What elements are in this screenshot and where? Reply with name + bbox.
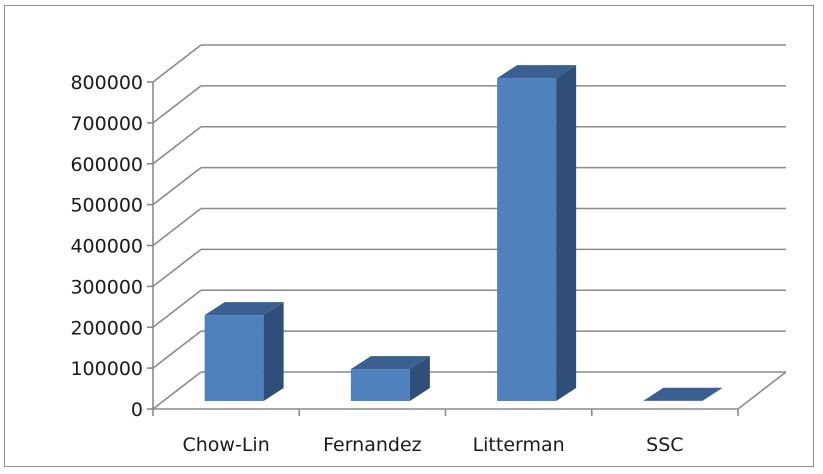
gridline-diagonal bbox=[152, 44, 202, 83]
gridline-diagonal bbox=[152, 85, 202, 124]
y-tick-label: 400000 bbox=[70, 236, 143, 258]
bar-top bbox=[497, 65, 577, 79]
gridline-diagonal bbox=[152, 126, 202, 165]
y-tick-label: 100000 bbox=[70, 358, 143, 380]
bar-top bbox=[643, 387, 723, 401]
bar-top bbox=[350, 356, 430, 370]
y-tick-label: 700000 bbox=[70, 113, 143, 135]
gridline-diagonal bbox=[152, 330, 202, 369]
y-tick-label: 200000 bbox=[70, 317, 143, 339]
x-category-label: Fernandez bbox=[323, 434, 422, 456]
bar-front bbox=[497, 78, 557, 402]
y-tick-label: 500000 bbox=[70, 195, 143, 217]
y-tick-label: 600000 bbox=[70, 154, 143, 176]
bar-side bbox=[702, 387, 723, 401]
bar-side bbox=[263, 302, 284, 401]
axis-layer bbox=[147, 81, 787, 416]
bar-side bbox=[409, 356, 430, 401]
y-tick-label: 0 bbox=[131, 399, 143, 421]
x-category-label: Litterman bbox=[473, 434, 565, 456]
x-category-label: Chow-Lin bbox=[183, 434, 270, 456]
bar-front bbox=[204, 315, 264, 401]
y-tick-label: 800000 bbox=[70, 72, 143, 94]
bar-side bbox=[556, 65, 577, 402]
x-category-label: SSC bbox=[646, 434, 683, 456]
bar-front bbox=[350, 369, 410, 401]
gridline-diagonal bbox=[152, 289, 202, 328]
gridline-diagonal bbox=[152, 166, 202, 206]
y-tick-label: 300000 bbox=[70, 276, 143, 298]
labels-layer: 0 100000 200000 300000 400000 500000 600000 700… bbox=[70, 72, 683, 456]
gridline-diagonal bbox=[152, 248, 202, 288]
bar-top bbox=[204, 302, 284, 316]
bars-layer bbox=[204, 65, 723, 402]
gridline-diagonal bbox=[152, 371, 202, 410]
gridline-diagonal bbox=[152, 207, 202, 247]
grid-layer bbox=[152, 44, 786, 410]
